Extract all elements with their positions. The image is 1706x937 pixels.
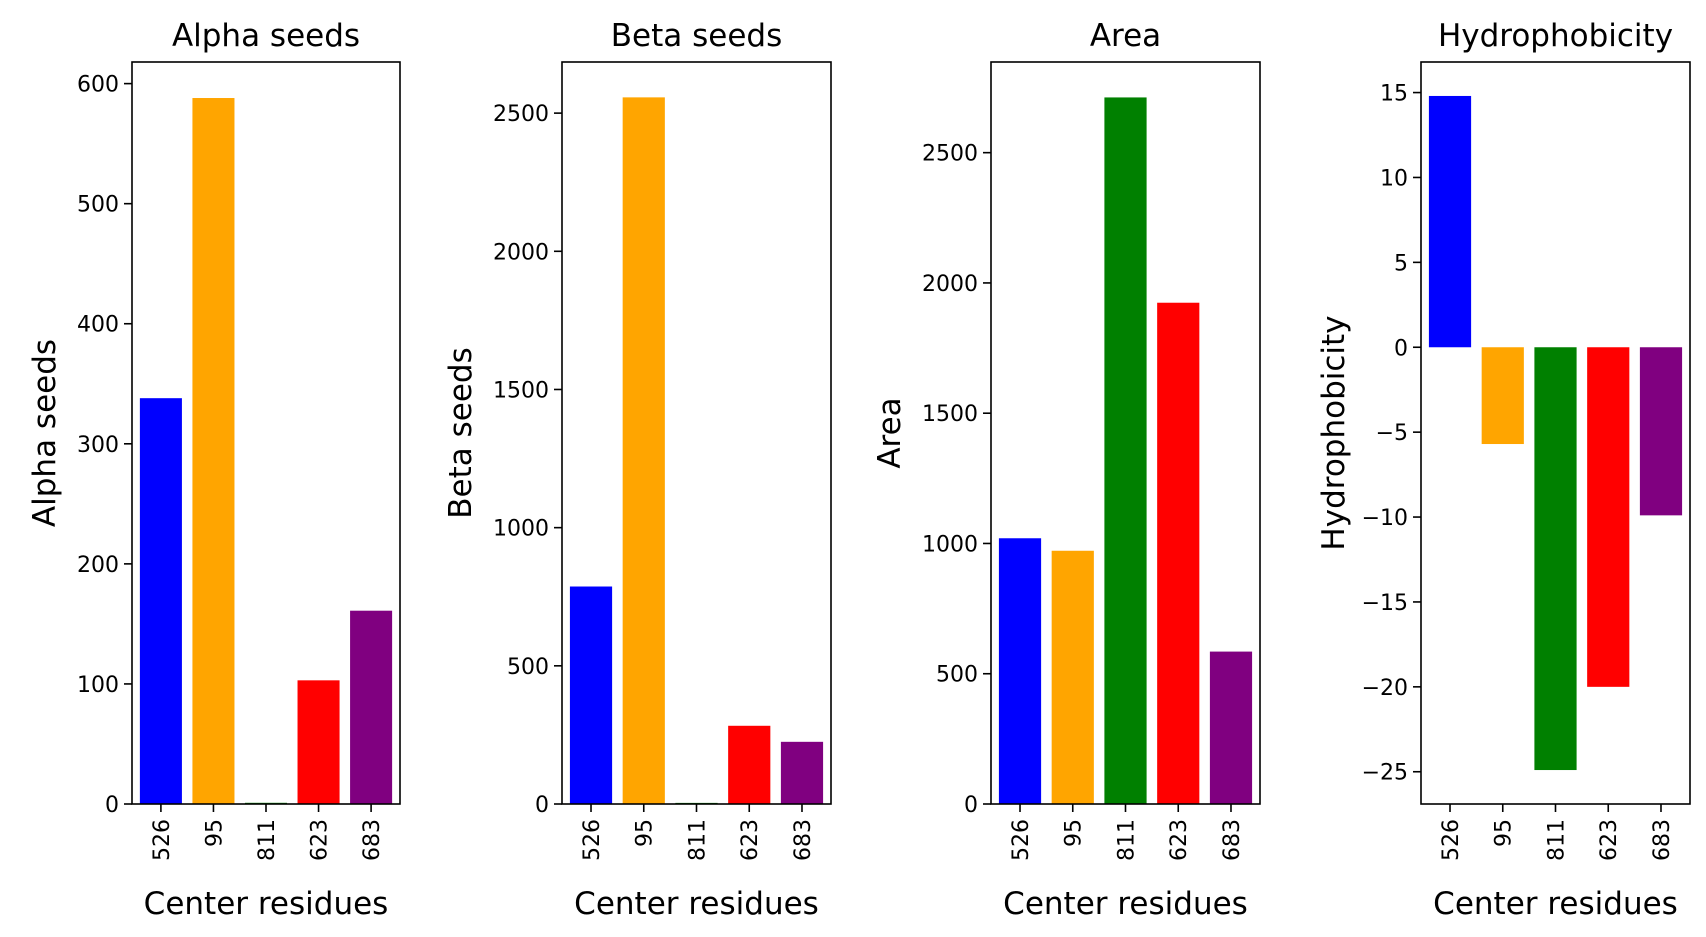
- y-axis-label: Hydrophobicity: [1316, 315, 1352, 550]
- x-tick-label: 811: [685, 819, 710, 861]
- x-tick-label: 623: [307, 819, 332, 861]
- x-tick-label: 683: [791, 819, 816, 861]
- y-tick-label: −5: [1376, 421, 1408, 446]
- chart-title: Area: [1090, 18, 1161, 54]
- bar-95: [622, 97, 665, 805]
- x-axis-label: Center residues: [144, 886, 389, 922]
- x-tick-label: 683: [1650, 819, 1675, 861]
- x-axis-label: Center residues: [1433, 886, 1678, 922]
- y-tick-label: 1000: [493, 517, 549, 542]
- bar-526: [1428, 95, 1472, 348]
- x-tick-label: 95: [1062, 819, 1087, 847]
- y-tick-label: −10: [1362, 506, 1408, 531]
- y-tick-label: −15: [1362, 591, 1408, 616]
- y-tick-label: 2500: [493, 102, 549, 127]
- x-tick-label: 623: [738, 819, 763, 861]
- bar-623: [1587, 347, 1630, 687]
- y-axis-label: Alpha seeds: [27, 339, 63, 527]
- x-tick-label: 683: [360, 819, 385, 861]
- bar-95: [1481, 347, 1524, 445]
- bar-526: [998, 538, 1042, 804]
- y-tick-label: 600: [77, 73, 119, 98]
- x-tick-label: 95: [202, 819, 227, 847]
- x-axis-label: Center residues: [1003, 886, 1248, 922]
- bar-811: [1104, 97, 1147, 805]
- y-tick-label: 15: [1380, 82, 1408, 107]
- x-tick-label: 623: [1597, 819, 1622, 861]
- y-tick-label: 500: [936, 663, 978, 688]
- y-tick-label: 400: [77, 313, 119, 338]
- y-axis-label: Area: [872, 397, 908, 468]
- y-tick-label: −25: [1362, 761, 1408, 786]
- bar-683: [1639, 347, 1683, 516]
- y-tick-label: −20: [1362, 676, 1408, 701]
- y-tick-label: 2000: [493, 240, 549, 265]
- bar-526: [139, 398, 182, 804]
- x-tick-label: 95: [633, 819, 658, 847]
- x-tick-label: 623: [1167, 819, 1192, 861]
- y-tick-label: 1500: [493, 378, 549, 403]
- x-tick-label: 526: [150, 819, 175, 861]
- x-tick-label: 811: [1114, 819, 1139, 861]
- y-tick-label: 100: [77, 673, 119, 698]
- chart-title: Alpha seeds: [172, 18, 360, 54]
- chart-panel-3: 0 500 1000 1500 2000 2500 526 95 811 623 683 Area Ce…: [872, 18, 1261, 922]
- chart-panel-4: −25 −20 −15 −10 −5 0 5 10 15 526 95 811 623 683 Hydrop…: [1316, 18, 1691, 922]
- y-tick-label: 1500: [922, 402, 978, 427]
- y-tick-label: 0: [105, 793, 119, 818]
- chart-panel-2: 0 500 1000 1500 2000 2500 526 95 811 623 683 Beta s…: [443, 18, 832, 922]
- x-axis-label: Center residues: [574, 886, 819, 922]
- bar-683: [1209, 651, 1253, 804]
- y-tick-label: 0: [964, 793, 978, 818]
- bar-95: [1051, 550, 1094, 804]
- bar-623: [1157, 302, 1200, 804]
- y-tick-label: 0: [535, 793, 549, 818]
- y-tick-label: 2000: [922, 272, 978, 297]
- y-tick-label: 5: [1394, 251, 1408, 276]
- x-tick-label: 526: [1439, 819, 1464, 861]
- y-tick-label: 200: [77, 553, 119, 578]
- y-tick-label: 0: [1394, 336, 1408, 361]
- y-tick-label: 2500: [922, 142, 978, 167]
- x-tick-label: 95: [1492, 819, 1517, 847]
- y-tick-label: 10: [1380, 166, 1408, 191]
- bar-526: [569, 586, 613, 804]
- chart-title: Hydrophobicity: [1438, 18, 1673, 54]
- bar-811: [1534, 347, 1577, 771]
- bar-683: [780, 741, 824, 804]
- bar-683: [350, 610, 393, 804]
- x-tick-label: 811: [1544, 819, 1569, 861]
- y-tick-label: 500: [507, 655, 549, 680]
- y-axis-label: Beta seeds: [443, 347, 479, 518]
- x-tick-label: 683: [1220, 819, 1245, 861]
- x-tick-label: 526: [1009, 819, 1034, 861]
- bar-623: [297, 680, 340, 804]
- y-tick-label: 500: [77, 193, 119, 218]
- bar-95: [192, 98, 235, 804]
- y-tick-label: 300: [77, 433, 119, 458]
- chart-title: Beta seeds: [611, 18, 782, 54]
- chart-panel-1: 0 100 200 300 400 500 600 526 95 811 623 683 Alpha s…: [27, 18, 401, 922]
- x-tick-label: 811: [255, 819, 280, 861]
- bar-623: [728, 725, 771, 804]
- y-tick-label: 1000: [922, 532, 978, 557]
- x-tick-label: 526: [580, 819, 605, 861]
